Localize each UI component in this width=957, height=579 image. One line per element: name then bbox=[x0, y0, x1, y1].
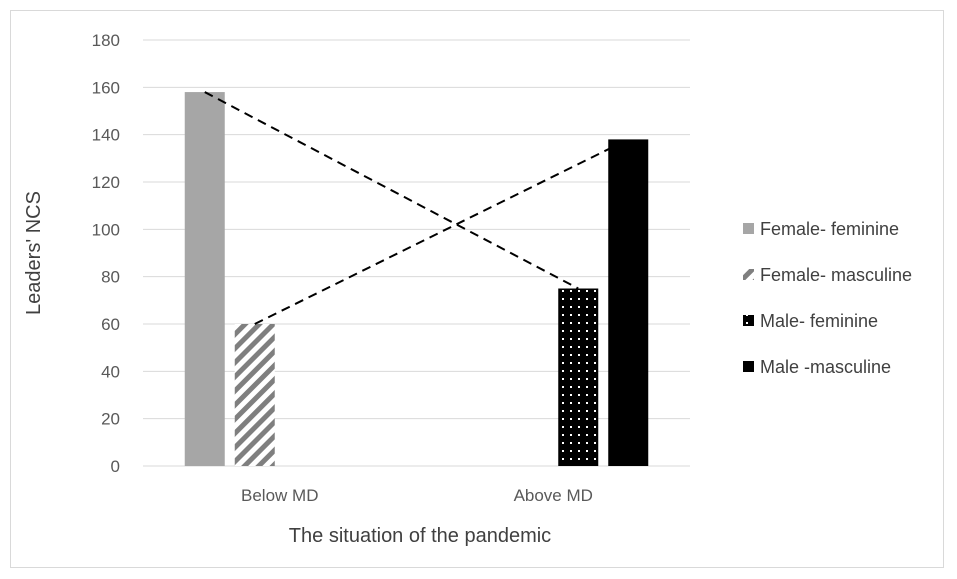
y-tick-label: 40 bbox=[101, 362, 120, 381]
legend-swatch bbox=[743, 361, 754, 372]
legend-label: Female- feminine bbox=[760, 219, 899, 239]
y-axis-title: Leaders' NCS bbox=[23, 191, 45, 315]
dashed-trend-line bbox=[204, 91, 579, 290]
y-tick-label: 60 bbox=[101, 315, 120, 334]
y-tick-label: 20 bbox=[101, 410, 120, 429]
legend-swatch bbox=[743, 269, 754, 280]
y-tick-label: 120 bbox=[92, 173, 120, 192]
chart-frame bbox=[10, 10, 944, 568]
legend-label: Male -masculine bbox=[760, 357, 891, 377]
y-tick-label: 80 bbox=[101, 268, 120, 287]
gridlines bbox=[143, 39, 690, 467]
bar bbox=[184, 92, 225, 467]
bars bbox=[184, 92, 649, 467]
y-tick-label: 160 bbox=[92, 78, 120, 97]
legend-swatch bbox=[743, 223, 754, 234]
x-tick-label: Above MD bbox=[514, 486, 593, 505]
dashed-trend-line bbox=[254, 138, 629, 325]
y-axis-ticks: 0 20 40 60 80 100 120 140 160 180 bbox=[92, 31, 120, 476]
bar bbox=[608, 139, 649, 466]
x-axis-title: The situation of the pandemic bbox=[289, 525, 551, 547]
legend-label: Male- feminine bbox=[760, 311, 878, 331]
legend-swatch bbox=[743, 315, 754, 326]
interaction-lines bbox=[204, 91, 629, 325]
y-tick-label: 0 bbox=[111, 457, 120, 476]
bar bbox=[234, 324, 275, 466]
legend-label: Female- masculine bbox=[760, 265, 912, 285]
x-tick-label: Below MD bbox=[241, 486, 318, 505]
legend: Female- feminine Female- masculine Male- f… bbox=[743, 219, 912, 377]
y-tick-label: 180 bbox=[92, 31, 120, 50]
y-tick-label: 100 bbox=[92, 220, 120, 239]
bar bbox=[558, 288, 599, 466]
x-axis-ticks: Below MD Above MD bbox=[241, 486, 593, 505]
y-tick-label: 140 bbox=[92, 126, 120, 145]
